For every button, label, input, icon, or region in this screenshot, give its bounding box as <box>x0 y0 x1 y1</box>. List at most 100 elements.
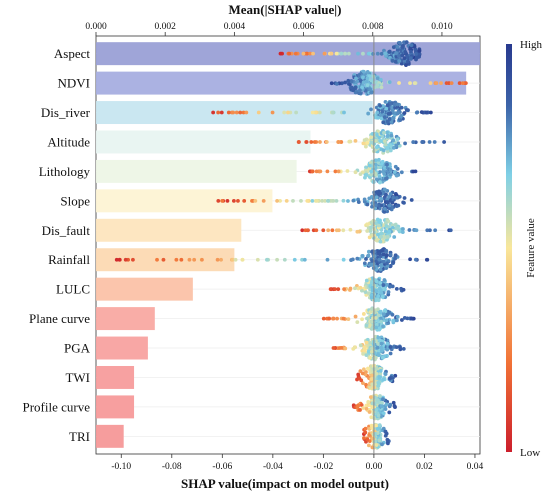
swarm-point <box>325 169 330 174</box>
swarm-point <box>331 346 336 350</box>
swarm-point <box>375 51 380 56</box>
swarm-point <box>384 192 388 197</box>
swarm-point <box>369 90 374 95</box>
swarm-point <box>216 198 221 203</box>
swarm-point <box>378 267 383 272</box>
swarm-point <box>411 140 416 144</box>
swarm-point <box>376 157 381 162</box>
swarm-point <box>330 228 335 233</box>
swarm-point <box>358 172 363 177</box>
bottom-tick-label: -0.04 <box>263 462 283 472</box>
swarm-point <box>369 349 374 354</box>
swarm-point <box>424 110 429 115</box>
swarm-point <box>250 198 255 203</box>
swarm-point <box>401 227 405 231</box>
swarm-point <box>366 443 371 448</box>
swarm-point <box>449 81 454 85</box>
swarm-point <box>339 51 344 56</box>
beeswarm-series <box>114 40 468 450</box>
bar-series <box>96 42 480 448</box>
swarm-point <box>365 222 370 227</box>
swarm-point <box>375 110 380 115</box>
swarm-point <box>424 257 429 262</box>
swarm-point <box>376 313 381 318</box>
swarm-point <box>403 49 408 54</box>
top-tick-label: 0.000 <box>85 22 107 32</box>
swarm-point <box>187 257 192 262</box>
swarm-point <box>311 51 315 56</box>
swarm-point <box>211 110 216 115</box>
swarm-point <box>374 105 379 110</box>
swarm-point <box>382 209 387 214</box>
swarm-point <box>374 279 379 284</box>
swarm-point <box>392 235 397 239</box>
swarm-point <box>378 103 382 108</box>
swarm-point <box>402 196 407 200</box>
swarm-point <box>386 146 390 150</box>
swarm-point <box>379 345 384 350</box>
swarm-point <box>322 51 327 56</box>
swarm-point <box>381 252 386 257</box>
swarm-point <box>388 284 392 289</box>
swarm-point <box>373 355 378 360</box>
swarm-point <box>388 252 393 257</box>
swarm-point <box>320 198 325 203</box>
swarm-point <box>401 200 406 205</box>
swarm-point <box>384 224 389 228</box>
swarm-point <box>384 318 389 323</box>
swarm-point <box>255 257 260 262</box>
swarm-point <box>346 78 351 83</box>
swarm-point <box>387 310 392 315</box>
swarm-point <box>381 377 386 382</box>
swarm-point <box>387 203 392 208</box>
swarm-point <box>360 288 364 293</box>
bar-lithology <box>96 159 297 183</box>
swarm-point <box>381 312 386 317</box>
swarm-point <box>291 198 295 203</box>
swarm-point <box>381 259 386 264</box>
bar-twi <box>96 365 135 389</box>
swarm-point <box>367 235 372 240</box>
swarm-point <box>368 355 372 360</box>
bottom-tick-label: -0.02 <box>313 462 333 472</box>
swarm-point <box>367 196 372 201</box>
swarm-point <box>391 400 396 405</box>
bar-slope <box>96 189 273 213</box>
swarm-point <box>409 43 414 48</box>
swarm-point <box>386 290 391 294</box>
swarm-point <box>379 231 384 236</box>
swarm-point <box>382 187 387 192</box>
swarm-point <box>397 59 402 63</box>
swarm-point <box>378 191 383 196</box>
swarm-point <box>353 345 357 350</box>
swarm-point <box>390 226 395 230</box>
swarm-point <box>366 253 371 258</box>
swarm-point <box>407 228 412 232</box>
swarm-point <box>361 367 366 372</box>
swarm-point <box>369 140 374 145</box>
swarm-point <box>310 198 315 203</box>
swarm-point <box>364 257 368 261</box>
swarm-point <box>114 257 119 262</box>
swarm-point <box>389 133 394 138</box>
swarm-point <box>444 81 449 85</box>
swarm-point <box>357 376 362 381</box>
swarm-point <box>361 381 365 385</box>
swarm-point <box>409 50 413 54</box>
swarm-point <box>376 341 380 346</box>
swarm-point <box>334 81 339 86</box>
swarm-point <box>388 264 393 268</box>
swarm-point <box>369 377 374 381</box>
swarm-point <box>304 51 309 56</box>
swarm-point <box>385 283 389 287</box>
swarm-point <box>310 169 315 174</box>
swarm-point <box>372 230 377 235</box>
swarm-point <box>364 172 369 177</box>
swarm-point <box>366 349 371 354</box>
swarm-point <box>366 366 370 371</box>
swarm-point <box>341 228 346 233</box>
swarm-point <box>282 257 287 262</box>
swarm-point <box>296 140 301 144</box>
swarm-point <box>305 228 310 233</box>
swarm-point <box>370 426 374 430</box>
